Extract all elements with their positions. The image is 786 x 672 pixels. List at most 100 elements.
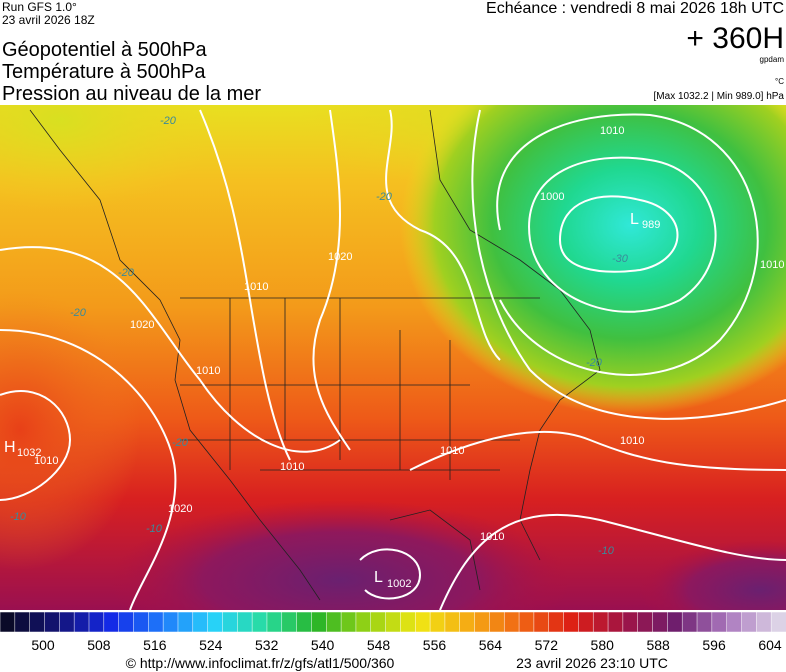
colorbar-swatch	[370, 611, 387, 633]
isobar-label: 1020	[168, 503, 192, 515]
colorbar-swatch	[237, 611, 253, 633]
colorbar-swatch	[251, 611, 268, 633]
footer-date: 23 avril 2026 23:10 UTC	[516, 655, 668, 671]
colorbar-swatch	[59, 611, 75, 633]
colorbar-swatch	[578, 611, 594, 633]
colorbar-swatch	[177, 611, 194, 633]
colorbar-swatch	[118, 611, 135, 633]
isobar	[439, 513, 786, 610]
isobar-label: 1010	[760, 259, 784, 271]
colorbar-swatch	[429, 611, 446, 633]
horizon: + 360H	[686, 22, 784, 55]
colorbar-swatch	[444, 611, 461, 633]
isobar-label: 1010	[196, 365, 220, 377]
colorbar-swatch	[73, 611, 90, 633]
colorbar-swatch	[311, 611, 328, 633]
colorbar-swatch	[385, 611, 402, 633]
run-date: 23 avril 2026 18Z	[2, 13, 95, 27]
isobar	[0, 246, 341, 453]
high-letter: H	[4, 439, 16, 456]
colorbar-swatch	[296, 611, 313, 633]
colorbar-swatch	[148, 611, 164, 633]
colorbar-tick-label: 508	[87, 637, 111, 653]
colorbar-swatch	[103, 611, 120, 633]
title: Température à 500hPa	[2, 61, 206, 83]
temperature-label: -20	[376, 191, 393, 203]
temperature-label: -20	[70, 307, 87, 319]
colorbar-tick-label: 596	[702, 637, 726, 653]
isobar	[385, 109, 501, 361]
isobar-label: 1010	[280, 461, 304, 473]
colorbar-tick-label: 548	[367, 637, 391, 653]
colorbar-swatch	[88, 611, 105, 633]
colorbar-tick-label: 588	[646, 637, 670, 653]
extremes: [Max 1032.2 | Min 989.0] hPa	[654, 91, 785, 102]
isobar-label: 1010	[440, 445, 464, 457]
colorbar-swatch	[667, 611, 683, 633]
colorbar-swatch	[548, 611, 565, 633]
isobar	[409, 430, 786, 471]
colorbar-swatch	[741, 611, 758, 633]
colorbar-swatch	[14, 611, 31, 633]
colorbar-swatch	[637, 611, 654, 633]
colorbar-swatch	[518, 611, 535, 633]
warm-core	[110, 500, 570, 610]
echeance: Echéance : vendredi 8 mai 2026 18h UTC	[486, 0, 784, 17]
colorbar-swatch	[222, 611, 239, 633]
colorbar-swatch	[622, 611, 639, 633]
low-value: 989	[642, 219, 660, 231]
high-value: 1032	[17, 447, 41, 459]
colorbar-swatch	[756, 611, 772, 633]
colorbar-swatch	[652, 611, 669, 633]
colorbar-swatch	[770, 611, 786, 633]
colorbar-tick-label: 500	[31, 637, 55, 653]
colorbar-tick-label: 604	[758, 637, 782, 653]
colorbar-swatch	[192, 611, 209, 633]
colorbar-swatch	[474, 611, 491, 633]
isobar	[0, 390, 72, 501]
colorbar-swatch	[162, 611, 179, 633]
isobar-label: 1010	[480, 531, 504, 543]
isobar-label: 1020	[130, 319, 154, 331]
unit-geo: gpdam	[760, 55, 785, 64]
isobar-label: 1010	[600, 125, 624, 137]
colorbar-tick-label: 556	[423, 637, 447, 653]
colorbar-swatch	[696, 611, 713, 633]
isobar	[0, 329, 177, 610]
colorbar-tick-label: 540	[311, 637, 335, 653]
low-letter: L	[374, 569, 383, 586]
isobar	[312, 109, 351, 451]
colorbar-tick-label: 580	[591, 637, 615, 653]
cold-core	[400, 105, 786, 415]
isobar-label: 1010	[244, 281, 268, 293]
colorbar-tick-label: 572	[535, 637, 559, 653]
colorbar-swatch	[281, 611, 298, 633]
temperature-label: -20	[172, 437, 189, 449]
map: H 1032 L 989 L 1002 10101020101010001010…	[0, 105, 786, 610]
isobar-label: 1000	[540, 191, 564, 203]
colorbar-swatch	[607, 611, 624, 633]
colorbar-swatch	[489, 611, 505, 633]
coastline	[29, 109, 601, 601]
temperature-label: -20	[586, 357, 603, 369]
low-value: 1002	[387, 578, 411, 590]
temperature-label: -10	[10, 511, 27, 523]
colorbar-swatch	[503, 611, 520, 633]
isobar-label: 1010	[620, 435, 644, 447]
colorbar-swatch	[44, 611, 61, 633]
temperature-label: -20	[160, 115, 177, 127]
colorbar-swatch	[726, 611, 743, 633]
colorbar-tick-label: 516	[143, 637, 167, 653]
colorbar-swatch	[681, 611, 698, 633]
title: Pression au niveau de la mer	[2, 83, 261, 105]
temperature-label: -10	[146, 523, 163, 535]
colorbar-swatch	[207, 611, 224, 633]
colorbar-swatch	[266, 611, 283, 633]
colorbar-tick-label: 564	[479, 637, 503, 653]
unit-temp: °C	[775, 77, 784, 86]
colorbar-swatch	[355, 611, 372, 633]
border-lines	[180, 297, 540, 480]
colorbar-ticks: 500 508 516 524 532 540 548 556 564 572 580 588 596 6…	[31, 637, 782, 653]
isobar-label: 1010	[34, 455, 58, 467]
colorbar-swatch	[563, 611, 580, 633]
